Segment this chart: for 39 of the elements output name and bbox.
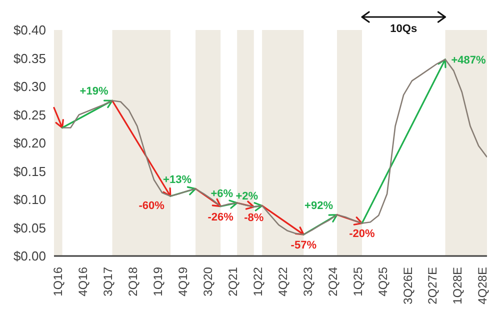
x-tick-label: 2Q24 <box>326 266 340 296</box>
x-tick-label: 3Q23 <box>300 266 315 296</box>
y-tick-label: $0.30 <box>13 79 46 94</box>
x-tick-label: 1Q25 <box>350 266 365 296</box>
y-tick-label: $0.15 <box>13 164 46 179</box>
x-tick-label: 1Q28E <box>450 267 465 304</box>
annotation: -26% <box>208 211 234 224</box>
y-tick-label: $0.40 <box>13 22 46 38</box>
annotation: +487% <box>451 54 486 66</box>
x-tick-label: 3Q17 <box>101 266 116 296</box>
annotation: +2% <box>236 190 258 203</box>
y-tick-label: $0.35 <box>13 50 46 66</box>
annotation: -20% <box>349 228 376 240</box>
x-tick-label: 1Q22 <box>250 266 265 296</box>
x-tick-label: 2Q18 <box>126 266 140 296</box>
y-tick-label: $0.25 <box>13 107 46 122</box>
annotation: -8% <box>244 212 264 224</box>
x-tick-label: 4Q16 <box>76 266 90 296</box>
x-tick-label: 2Q27E <box>426 267 440 304</box>
annotation: +13% <box>163 174 192 186</box>
annotation: +92% <box>304 200 334 212</box>
y-tick-label: $0.20 <box>13 136 46 151</box>
annotation: 10Qs <box>390 23 418 35</box>
x-tick-label: 1Q19 <box>151 266 166 296</box>
x-tick-label: 4Q22 <box>276 266 290 296</box>
y-tick-label: $0.05 <box>13 220 46 236</box>
y-tick-label: $0.00 <box>13 248 46 264</box>
y-tick-label: $0.10 <box>13 192 46 208</box>
annotation: -60% <box>138 200 165 212</box>
annotation: -57% <box>290 240 317 252</box>
annotation: +19% <box>80 86 108 98</box>
x-tick-label: 1Q16 <box>51 266 66 296</box>
x-tick-label: 4Q19 <box>176 266 190 296</box>
x-tick-label: 4Q25 <box>376 266 390 296</box>
annotation: +6% <box>210 188 234 200</box>
x-tick-label: 3Q20 <box>201 266 215 296</box>
x-tick-label: 4Q28E <box>476 267 490 304</box>
x-tick-label: 2Q21 <box>226 266 240 296</box>
x-tick-label: 3Q26E <box>400 267 415 304</box>
